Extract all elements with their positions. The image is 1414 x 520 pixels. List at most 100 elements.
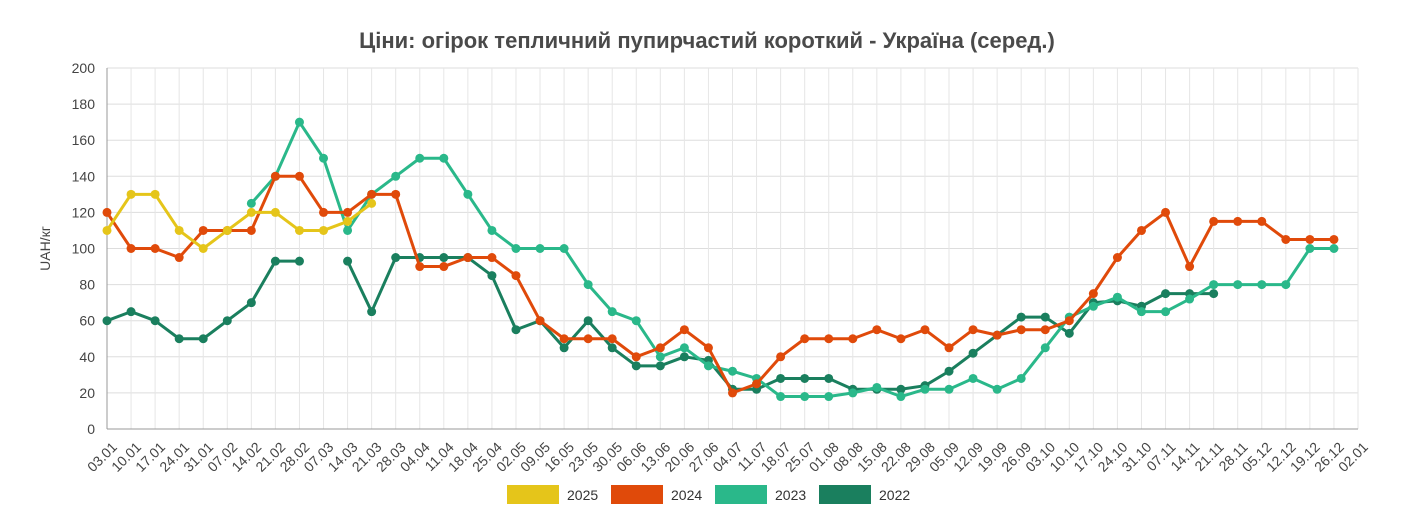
data-point-2023[interactable] — [944, 384, 954, 394]
data-point-2022[interactable] — [487, 271, 497, 281]
data-point-2024[interactable] — [174, 253, 184, 263]
data-point-2024[interactable] — [1209, 216, 1219, 226]
data-point-2025[interactable] — [270, 207, 280, 217]
data-point-2023[interactable] — [679, 343, 689, 353]
data-point-2023[interactable] — [992, 384, 1002, 394]
data-point-2023[interactable] — [294, 117, 304, 127]
data-point-2022[interactable] — [102, 316, 112, 326]
data-point-2022[interactable] — [439, 253, 449, 263]
data-point-2022[interactable] — [1040, 312, 1050, 322]
data-point-2023[interactable] — [1209, 280, 1219, 290]
data-point-2022[interactable] — [559, 343, 569, 353]
data-point-2024[interactable] — [992, 330, 1002, 340]
data-point-2024[interactable] — [439, 262, 449, 272]
data-point-2025[interactable] — [367, 198, 377, 208]
data-point-2025[interactable] — [198, 244, 208, 253]
data-point-2024[interactable] — [776, 352, 786, 362]
data-point-2022[interactable] — [824, 373, 834, 383]
data-point-2023[interactable] — [1088, 301, 1098, 311]
data-point-2022[interactable] — [294, 256, 304, 266]
data-point-2024[interactable] — [1136, 225, 1146, 235]
data-point-2024[interactable] — [1016, 325, 1026, 335]
data-point-2024[interactable] — [703, 343, 713, 353]
data-point-2024[interactable] — [920, 325, 930, 335]
data-point-2023[interactable] — [1257, 280, 1267, 290]
data-point-2022[interactable] — [150, 316, 160, 326]
data-point-2023[interactable] — [776, 392, 786, 402]
legend-item-2022[interactable]: 2022 — [819, 485, 910, 504]
data-point-2022[interactable] — [126, 307, 136, 317]
data-point-2024[interactable] — [367, 189, 377, 199]
data-point-2024[interactable] — [968, 325, 978, 335]
data-point-2024[interactable] — [1257, 216, 1267, 226]
legend-item-2025[interactable]: 2025 — [507, 485, 598, 504]
data-point-2023[interactable] — [968, 373, 978, 383]
data-point-2024[interactable] — [1064, 316, 1074, 326]
data-point-2024[interactable] — [198, 225, 208, 235]
data-point-2023[interactable] — [896, 392, 906, 402]
data-point-2024[interactable] — [752, 379, 762, 389]
data-point-2023[interactable] — [1185, 294, 1195, 304]
data-point-2023[interactable] — [728, 366, 737, 376]
data-point-2022[interactable] — [776, 373, 786, 383]
data-point-2023[interactable] — [535, 244, 545, 253]
data-point-2024[interactable] — [246, 225, 256, 235]
data-point-2023[interactable] — [920, 384, 930, 394]
data-point-2024[interactable] — [824, 334, 834, 344]
data-point-2025[interactable] — [222, 225, 232, 235]
data-point-2024[interactable] — [848, 334, 858, 344]
data-point-2023[interactable] — [1281, 280, 1291, 290]
data-point-2022[interactable] — [1064, 328, 1074, 338]
data-point-2022[interactable] — [655, 361, 665, 371]
data-point-2024[interactable] — [487, 253, 497, 263]
data-point-2024[interactable] — [872, 325, 882, 335]
data-point-2024[interactable] — [102, 207, 112, 217]
data-point-2024[interactable] — [631, 352, 641, 362]
data-point-2022[interactable] — [631, 361, 641, 371]
data-point-2024[interactable] — [1305, 234, 1315, 244]
data-point-2023[interactable] — [343, 225, 353, 235]
data-point-2024[interactable] — [800, 334, 810, 344]
data-point-2024[interactable] — [607, 334, 617, 344]
data-point-2023[interactable] — [463, 189, 473, 199]
data-point-2024[interactable] — [583, 334, 593, 344]
data-point-2025[interactable] — [343, 216, 353, 226]
data-point-2023[interactable] — [391, 171, 401, 181]
data-point-2023[interactable] — [607, 307, 617, 317]
data-point-2024[interactable] — [391, 189, 401, 199]
data-point-2025[interactable] — [150, 189, 160, 199]
data-point-2023[interactable] — [1329, 244, 1339, 253]
legend-item-2023[interactable]: 2023 — [715, 485, 806, 504]
data-point-2023[interactable] — [1233, 280, 1243, 290]
data-point-2023[interactable] — [559, 244, 569, 253]
data-point-2024[interactable] — [415, 262, 425, 272]
data-point-2025[interactable] — [174, 225, 184, 235]
data-point-2023[interactable] — [583, 280, 593, 290]
data-point-2022[interactable] — [198, 334, 208, 344]
data-point-2023[interactable] — [848, 388, 858, 398]
data-point-2024[interactable] — [319, 207, 329, 217]
data-point-2024[interactable] — [1040, 325, 1050, 335]
data-point-2024[interactable] — [679, 325, 689, 335]
data-point-2024[interactable] — [511, 271, 521, 281]
data-point-2023[interactable] — [1040, 343, 1050, 353]
data-point-2022[interactable] — [583, 316, 593, 326]
data-point-2024[interactable] — [728, 388, 737, 398]
data-point-2024[interactable] — [655, 343, 665, 353]
data-point-2022[interactable] — [391, 253, 401, 263]
data-point-2025[interactable] — [319, 225, 329, 235]
data-point-2023[interactable] — [487, 225, 497, 235]
data-point-2025[interactable] — [126, 189, 136, 199]
data-point-2024[interactable] — [294, 171, 304, 181]
data-point-2022[interactable] — [1161, 289, 1171, 299]
data-point-2022[interactable] — [270, 256, 280, 266]
data-point-2022[interactable] — [944, 366, 954, 376]
data-point-2024[interactable] — [150, 244, 160, 253]
data-point-2023[interactable] — [1136, 307, 1146, 317]
data-point-2023[interactable] — [1112, 292, 1122, 302]
data-point-2023[interactable] — [1161, 307, 1171, 317]
data-point-2022[interactable] — [343, 256, 353, 266]
data-point-2023[interactable] — [824, 392, 834, 402]
data-point-2024[interactable] — [896, 334, 906, 344]
data-point-2023[interactable] — [800, 392, 810, 402]
